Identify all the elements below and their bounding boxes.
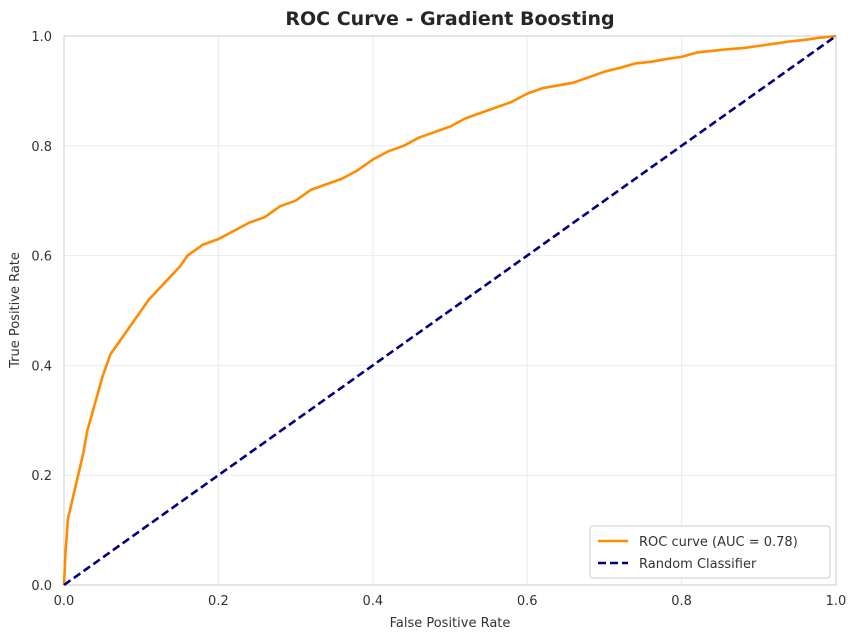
legend-label-random-classifier: Random Classifier	[639, 557, 757, 572]
y-tick-label: 1.0	[31, 30, 52, 45]
grid	[63, 35, 837, 586]
legend: ROC curve (AUC = 0.78) Random Classifier	[589, 525, 831, 579]
y-tick-label: 0.0	[31, 579, 52, 594]
series-lines	[62, 34, 837, 587]
y-tick-label: 0.2	[31, 469, 52, 484]
y-tick-label: 0.8	[31, 140, 52, 155]
chart-title: ROC Curve - Gradient Boosting	[285, 8, 614, 30]
x-axis-label: False Positive Rate	[390, 616, 511, 631]
x-tick-label: 0.2	[208, 594, 229, 609]
roc-curve-line	[62, 34, 837, 586]
y-axis-ticks: 0.0 0.2 0.4 0.6 0.8 1.0	[31, 30, 52, 594]
x-tick-label: 0.6	[517, 594, 538, 609]
x-tick-label: 0.0	[54, 594, 75, 609]
random-classifier-line	[63, 34, 837, 587]
y-axis-label: True Positive Rate	[8, 252, 23, 369]
x-tick-label: 0.8	[671, 594, 692, 609]
x-axis-ticks: 0.0 0.2 0.4 0.6 0.8 1.0	[54, 594, 847, 609]
legend-label-roc-curve: ROC curve (AUC = 0.78)	[639, 535, 798, 550]
y-tick-label: 0.6	[31, 250, 52, 265]
y-tick-label: 0.4	[31, 359, 52, 374]
x-tick-label: 0.4	[362, 594, 383, 609]
x-tick-label: 1.0	[826, 594, 847, 609]
legend-box	[589, 525, 831, 579]
plot-area-frame	[63, 35, 837, 586]
